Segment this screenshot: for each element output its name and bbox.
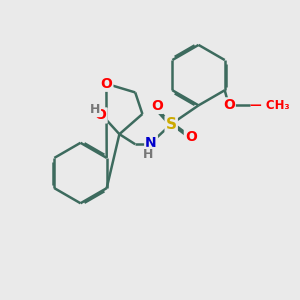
Text: — CH₃: — CH₃ <box>250 99 290 112</box>
Text: O: O <box>95 109 106 122</box>
Text: H: H <box>143 148 153 161</box>
Text: H: H <box>90 103 100 116</box>
Text: S: S <box>166 117 177 132</box>
Text: N: N <box>145 136 157 150</box>
Text: O: O <box>185 130 197 144</box>
Text: O: O <box>223 98 235 112</box>
Text: O: O <box>151 99 163 113</box>
Text: O: O <box>100 77 112 91</box>
